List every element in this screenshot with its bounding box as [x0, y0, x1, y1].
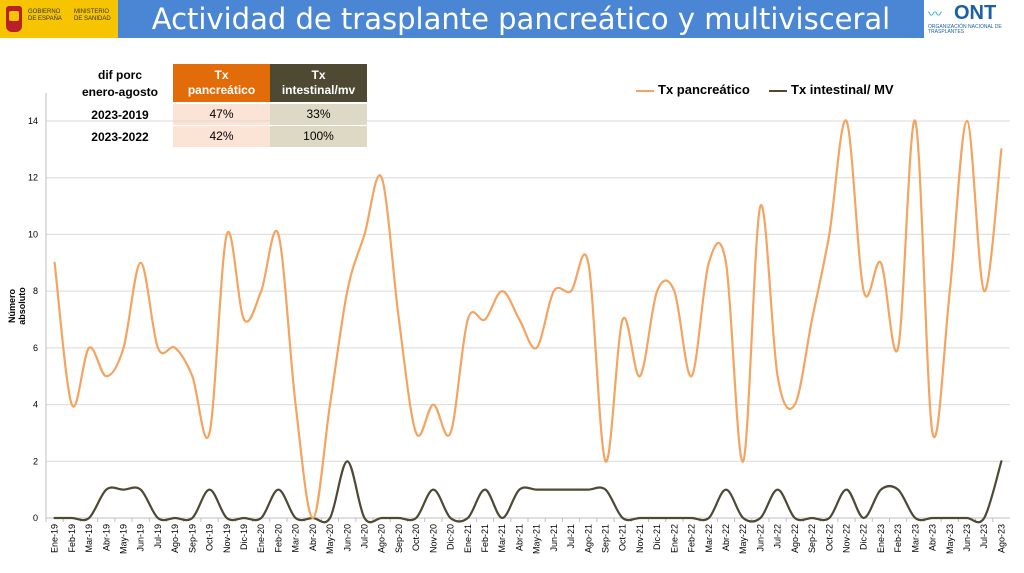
x-tick-label: Nov-19: [222, 524, 232, 553]
x-tick-label: Jul-19: [153, 524, 163, 549]
x-tick-label: Mar-19: [84, 524, 94, 553]
x-tick-label: Nov-21: [635, 524, 645, 553]
x-tick-label: Ene-23: [876, 524, 886, 553]
x-tick-label: Mar-21: [497, 524, 507, 553]
x-tick-label: Abr-22: [721, 524, 731, 551]
y-tick-label: 8: [33, 286, 38, 296]
coat-of-arms-icon: [6, 6, 22, 32]
y-tick-label: 10: [28, 229, 38, 239]
x-tick-label: Feb-20: [273, 524, 283, 553]
x-tick-label: May-21: [532, 524, 542, 554]
x-tick-label: Oct-19: [205, 524, 215, 551]
col-header-pancreatico-line2: pancreático: [187, 83, 256, 97]
x-tick-label: Abr-19: [101, 524, 111, 551]
x-tick-label: Dic-19: [239, 524, 249, 550]
ont-bird-icon: 〰: [928, 6, 942, 22]
x-tick-label: Jul-20: [359, 524, 369, 549]
row-label: 2023-2022: [91, 130, 149, 144]
x-tick-label: Feb-21: [480, 524, 490, 553]
ont-logo-word: ONT: [954, 2, 997, 24]
y-tick-label: 12: [28, 173, 38, 183]
y-tick-label: 4: [33, 400, 38, 410]
x-tick-label: Jun-20: [342, 524, 352, 552]
x-tick-label: Jun-21: [549, 524, 559, 552]
cell-pancreatico: 42%: [173, 126, 270, 147]
col-header-pancreatico: Tx pancreático: [173, 64, 270, 102]
x-tick-label: May-19: [118, 524, 128, 554]
x-tick-label: Dic-21: [652, 524, 662, 550]
x-tick-label: Nov-20: [428, 524, 438, 553]
ont-logo-subtitle: ORGANIZACIÓN NACIONAL DE TRASPLANTES: [928, 24, 1002, 35]
x-tick-label: Jun-23: [962, 524, 972, 552]
corner-label-1: dif porc: [98, 68, 142, 82]
ministry-text: MINISTERIO DE SANIDAD: [74, 9, 111, 22]
x-tick-label: May-23: [945, 524, 955, 554]
x-tick-label: Jul-21: [566, 524, 576, 549]
x-tick-label: Jun-22: [755, 524, 765, 552]
x-tick-label: Ago-19: [170, 524, 180, 553]
x-tick-label: Ene-22: [669, 524, 679, 553]
legend-label: Tx intestinal/ MV: [791, 82, 894, 97]
legend-swatch: [636, 89, 654, 92]
series-line-intestinal: [53, 460, 1003, 524]
x-tick-label: Ene-19: [50, 524, 60, 553]
cell-intestinal: 33%: [270, 104, 367, 125]
x-tick-label: Mar-22: [704, 524, 714, 553]
series-line-pancreatico: [53, 119, 1003, 520]
x-tick-label: Ene-20: [256, 524, 266, 553]
government-text: GOBIERNO DE ESPAÑA: [28, 9, 62, 22]
x-tick-label: May-22: [738, 524, 748, 554]
page-title: Actividad de trasplante pancreático y mu…: [151, 2, 891, 36]
legend-swatch: [769, 89, 787, 92]
x-tick-label: Dic-20: [446, 524, 456, 550]
legend-item-pancreatico: Tx pancreático: [636, 82, 750, 97]
y-tick-label: 14: [28, 116, 38, 126]
x-tick-label: Feb-23: [893, 524, 903, 553]
corner-label-2: enero-agosto: [81, 85, 158, 99]
row-label: 2023-2019: [91, 108, 149, 122]
col-header-intestinal-line2: intestinal/mv: [281, 83, 356, 97]
x-tick-label: Ago-20: [377, 524, 387, 553]
x-tick-label: Sep-19: [187, 524, 197, 553]
x-tick-label: Oct-20: [411, 524, 421, 551]
x-tick-label: Mar-20: [291, 524, 301, 553]
x-tick-label: Abr-21: [514, 524, 524, 551]
x-tick-label: Abr-20: [308, 524, 318, 551]
x-tick-label: Ago-22: [790, 524, 800, 553]
x-tick-label: Jun-19: [136, 524, 146, 552]
x-tick-label: Feb-22: [687, 524, 697, 553]
x-tick-label: Oct-22: [824, 524, 834, 551]
cell-pancreatico: 47%: [173, 104, 270, 125]
col-header-intestinal: Tx intestinal/mv: [270, 64, 367, 102]
x-tick-label: Jul-23: [979, 524, 989, 549]
x-tick-label: Mar-23: [910, 524, 920, 553]
y-tick-label: 0: [33, 513, 38, 523]
legend-item-intestinal: Tx intestinal/ MV: [769, 82, 894, 97]
y-tick-label: 2: [33, 456, 38, 466]
legend-label: Tx pancreático: [658, 82, 750, 97]
government-logo: GOBIERNO DE ESPAÑA MINISTERIO DE SANIDAD: [0, 0, 118, 38]
cell-intestinal: 100%: [270, 126, 367, 147]
x-tick-label: Sep-21: [600, 524, 610, 553]
col-header-pancreatico-line1: Tx: [214, 68, 229, 82]
x-tick-label: Feb-19: [67, 524, 77, 553]
x-tick-label: May-20: [325, 524, 335, 554]
col-header-intestinal-line1: Tx: [311, 68, 326, 82]
title-bar: [118, 0, 924, 38]
x-tick-label: Ago-23: [996, 524, 1006, 553]
x-tick-label: Oct-21: [618, 524, 628, 551]
x-tick-label: Dic-22: [859, 524, 869, 550]
header: GOBIERNO DE ESPAÑA MINISTERIO DE SANIDAD…: [0, 0, 1024, 38]
x-tick-label: Sep-22: [807, 524, 817, 553]
x-tick-label: Sep-20: [394, 524, 404, 553]
y-tick-label: 6: [33, 343, 38, 353]
x-tick-label: Ago-21: [583, 524, 593, 553]
x-tick-label: Nov-22: [841, 524, 851, 553]
ont-logo: 〰 ONT ORGANIZACIÓN NACIONAL DE TRASPLANT…: [928, 2, 1022, 36]
x-tick-label: Jul-22: [773, 524, 783, 549]
x-tick-label: Ene-21: [463, 524, 473, 553]
x-tick-label: Abr-23: [928, 524, 938, 551]
